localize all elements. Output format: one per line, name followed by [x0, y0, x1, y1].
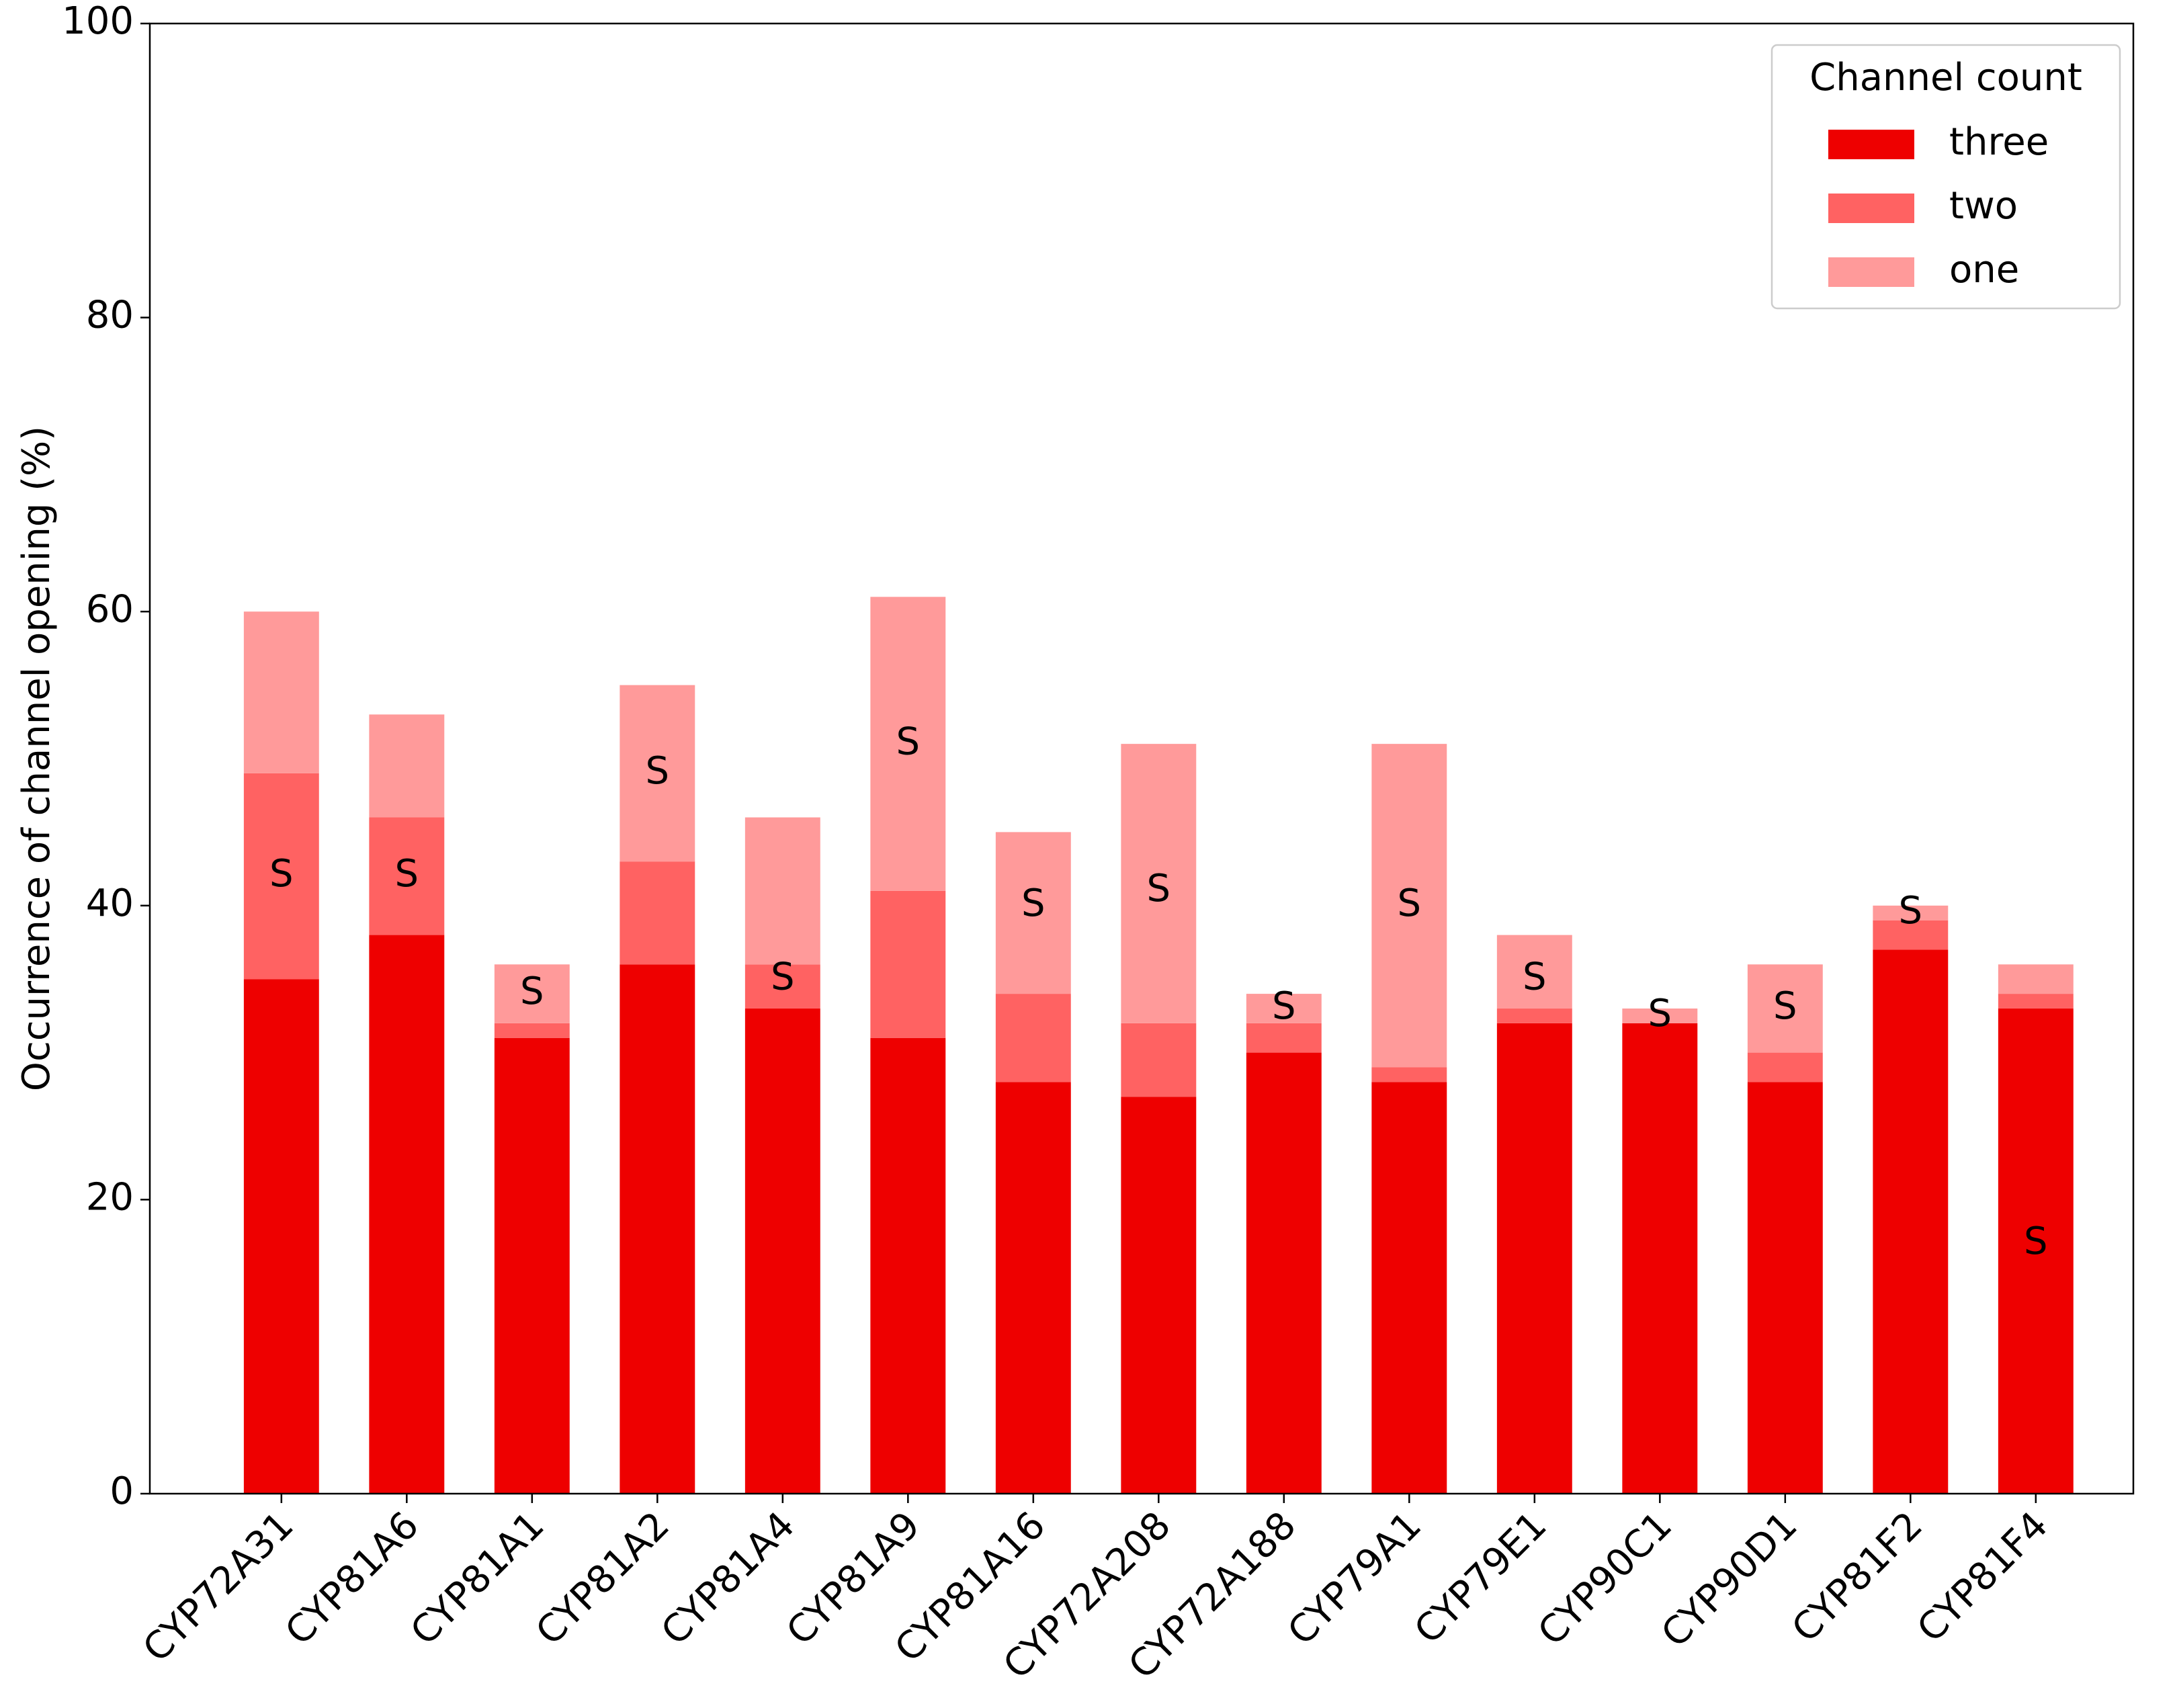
- bar-segment: [1622, 1023, 1698, 1494]
- bar-segment: [369, 714, 445, 818]
- legend-title: Channel count: [1809, 56, 2082, 99]
- bar-segment: [1998, 994, 2074, 1009]
- bar-segment: [1998, 964, 2074, 994]
- y-tick-label: 100: [62, 0, 134, 43]
- bar-segment: [1496, 1008, 1572, 1023]
- annotation: S: [1021, 882, 1046, 925]
- y-axis-label: Occurrence of channel opening (%): [15, 426, 58, 1091]
- legend-label: three: [1949, 120, 2049, 164]
- bar-segment: [1246, 1023, 1322, 1053]
- legend-swatch: [1828, 130, 1914, 159]
- bar-segment: [620, 861, 695, 965]
- bar-segment: [1873, 905, 1949, 921]
- legend-label: two: [1949, 184, 2018, 228]
- bar-segment: [870, 597, 946, 891]
- x-tick-label: CYP81A6: [277, 1504, 427, 1654]
- bar-segment: [243, 979, 319, 1494]
- annotation: S: [2024, 1220, 2048, 1263]
- x-tick-label: CYP81F4: [1909, 1504, 2056, 1651]
- bar-segment: [369, 817, 445, 935]
- bar-segment: [1747, 1052, 1823, 1082]
- y-tick-label: 60: [86, 587, 134, 631]
- legend-box: [1771, 44, 2121, 310]
- annotation: S: [520, 970, 544, 1013]
- bar-segment: [1121, 1097, 1197, 1494]
- x-tick-label: CYP81F2: [1784, 1504, 1931, 1651]
- bar-segment: [1622, 1008, 1698, 1023]
- x-tick-label: CYP81A1: [402, 1504, 553, 1654]
- bar-segment: [243, 611, 319, 773]
- annotation: S: [1648, 992, 1672, 1035]
- bar-segment: [620, 685, 695, 862]
- x-tick-label: CYP72A31: [135, 1504, 302, 1671]
- bar-segment: [744, 1008, 820, 1494]
- annotation: S: [395, 852, 419, 896]
- bar-segment: [870, 890, 946, 1038]
- legend-swatch: [1828, 257, 1914, 287]
- bar-segment: [243, 773, 319, 980]
- y-tick-label: 0: [110, 1469, 134, 1513]
- bar-segment: [494, 964, 570, 1023]
- plot-frame: [148, 22, 2135, 1495]
- annotation: S: [269, 852, 294, 896]
- x-tick-label: CYP90D1: [1653, 1504, 1805, 1656]
- annotation: S: [646, 749, 670, 793]
- bar-segment: [1747, 964, 1823, 1053]
- bar-segment: [1121, 744, 1197, 1023]
- y-tick-label: 80: [86, 294, 134, 337]
- x-tick-label: CYP81A4: [653, 1504, 804, 1654]
- annotation: S: [896, 720, 921, 763]
- annotation: S: [1147, 867, 1171, 910]
- bar-segment: [995, 994, 1071, 1082]
- bar-segment: [494, 1023, 570, 1038]
- bar-segment: [744, 817, 820, 965]
- legend-swatch: [1828, 194, 1914, 223]
- bar-segment: [1371, 1067, 1447, 1082]
- x-tick-label: CYP90C1: [1530, 1504, 1680, 1654]
- bar-segment: [1371, 1082, 1447, 1494]
- bar-segment: [744, 964, 820, 1009]
- annotation: S: [1773, 984, 1797, 1028]
- bar-segment: [494, 1037, 570, 1494]
- annotation: S: [1899, 889, 1923, 933]
- bar-segment: [1496, 935, 1572, 1009]
- bar-segment: [1873, 949, 1949, 1494]
- bar-segment: [995, 832, 1071, 994]
- y-tick-label: 20: [86, 1176, 134, 1220]
- bar-segment: [1246, 994, 1322, 1023]
- bar-segment: [1998, 1008, 2074, 1494]
- bar-segment: [1496, 1023, 1572, 1494]
- bar-segment: [1747, 1082, 1823, 1494]
- bar-segment: [369, 935, 445, 1494]
- bar-segment: [1246, 1052, 1322, 1494]
- x-tick-label: CYP81A2: [527, 1504, 678, 1654]
- bar-segment: [1873, 920, 1949, 950]
- x-tick-label: CYP79E1: [1406, 1504, 1555, 1653]
- y-tick-label: 40: [86, 882, 134, 925]
- annotation: S: [1272, 984, 1296, 1028]
- annotation: S: [1523, 955, 1547, 998]
- annotation: S: [1398, 882, 1422, 925]
- bar-segment: [1371, 744, 1447, 1068]
- x-tick-label: CYP79A1: [1279, 1504, 1430, 1654]
- annotation: S: [771, 955, 795, 998]
- bar-segment: [620, 964, 695, 1494]
- legend-label: one: [1949, 248, 2019, 292]
- bar-segment: [1121, 1023, 1197, 1097]
- bar-segment: [995, 1082, 1071, 1494]
- bar-segment: [870, 1037, 946, 1494]
